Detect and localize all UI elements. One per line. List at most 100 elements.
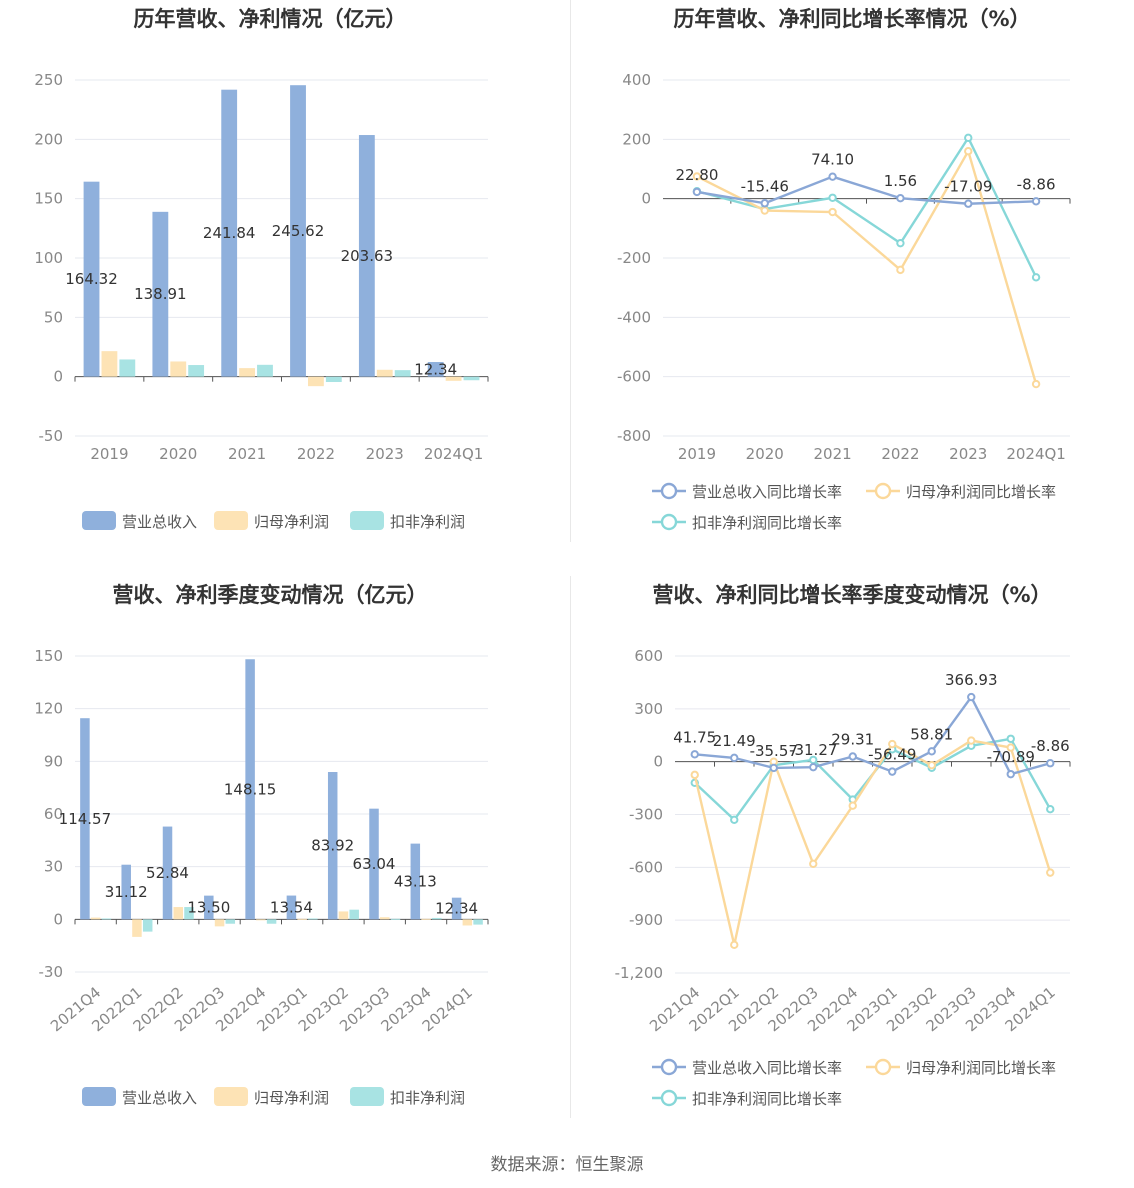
x-tick-label: 2021 <box>228 445 266 463</box>
line-data-label: -31.27 <box>789 741 837 759</box>
legend-item: 营业总收入 <box>82 1087 197 1107</box>
bar-扣非净利润-2024Q1 <box>463 376 480 381</box>
bar-扣非净利润-2023Q1 <box>308 918 318 920</box>
y-tick-label: 600 <box>634 647 663 665</box>
bar-归母净利润-2024Q1 <box>445 376 462 381</box>
point-营业总收入同比增长率-2020 <box>760 199 769 208</box>
point-归母净利润同比增长率-2023Q4 <box>1006 743 1015 752</box>
x-tick-label: 2022 <box>881 445 919 463</box>
line-data-label: 1.56 <box>884 172 917 190</box>
point-营业总收入同比增长率-2021Q4 <box>690 750 699 759</box>
y-tick-label: 90 <box>44 752 63 770</box>
annual-revenue-profit-chart: 历年营收、净利情况（亿元） -50 0 50 100 150 200 250 2019 2020 2… <box>0 0 570 560</box>
bar-营业总收入-2023Q3 <box>369 808 379 920</box>
bar-data-label: 114.57 <box>59 810 112 828</box>
y-tick-label: -50 <box>39 427 64 445</box>
point-扣非净利润同比增长率-2024Q1 <box>1046 805 1055 814</box>
point-营业总收入同比增长率-2023Q3 <box>967 692 976 702</box>
bar-扣非净利润-2022Q1 <box>142 919 153 932</box>
legend-marker <box>874 1058 892 1076</box>
chart-title: 营收、净利同比增长率季度变动情况（%） <box>652 583 1051 607</box>
legend-marker <box>660 513 678 531</box>
y-tick-label: -300 <box>629 806 663 824</box>
chart-svg: 营收、净利季度变动情况（亿元）-3003060901201502021Q4202… <box>34 583 489 1107</box>
line-data-label: -17.09 <box>944 178 992 196</box>
chart-title: 营收、净利季度变动情况（亿元） <box>113 583 428 607</box>
bar-data-label: 13.54 <box>270 898 313 916</box>
y-tick-label: 0 <box>653 753 663 771</box>
bar-营业总收入-2024Q1 <box>427 362 444 377</box>
x-tick-label: 2019 <box>90 445 128 463</box>
point-营业总收入同比增长率-2023Q1 <box>888 767 897 776</box>
bar-归母净利润-2024Q1 <box>462 919 473 926</box>
y-tick-label: 60 <box>44 805 63 823</box>
line-data-label: 366.93 <box>945 671 998 689</box>
bar-扣非净利润-2022 <box>325 376 342 383</box>
legend-label: 营业总收入 <box>122 513 197 531</box>
bar-扣非净利润-2022Q4 <box>266 919 277 924</box>
y-tick-label: -1,200 <box>615 964 663 982</box>
bar-归母净利润-2023Q2 <box>338 911 349 920</box>
bar-归母净利润-2023Q1 <box>297 918 307 920</box>
y-tick-label: 120 <box>34 700 63 718</box>
point-归母净利润同比增长率-2023 <box>964 147 973 156</box>
legend-label: 扣非净利润 <box>390 513 465 531</box>
bar-归母净利润-2022 <box>308 376 324 387</box>
y-tick-label: -800 <box>617 427 651 445</box>
point-营业总收入同比增长率-2022Q4 <box>848 752 857 761</box>
bar-data-label: 13.50 <box>187 898 230 916</box>
line-data-label: -15.46 <box>741 177 789 195</box>
chart-svg: 历年营收、净利同比增长率情况（%） -800 -600 -400 -200 0 200 400… <box>617 7 1071 532</box>
y-tick-label: 0 <box>53 910 63 928</box>
legend-label: 营业总收入同比增长率 <box>692 1059 842 1077</box>
point-扣非净利润同比增长率-2023Q4 <box>1006 734 1015 743</box>
chart-title: 历年营收、净利同比增长率情况（%） <box>673 7 1030 31</box>
y-tick-label: -600 <box>629 858 663 876</box>
y-tick-label: 200 <box>622 130 651 148</box>
line-data-label: -8.86 <box>1017 175 1056 193</box>
bar-data-label: 12.34 <box>414 360 457 378</box>
bar-营业总收入-2022Q1 <box>121 864 131 920</box>
bar-归母净利润-2023Q3 <box>380 917 390 920</box>
x-tick-label: 2023 <box>366 445 404 463</box>
bar-扣非净利润-2023Q4 <box>432 917 442 920</box>
quarterly-revenue-profit-chart: 营收、净利季度变动情况（亿元） -30 0 30 60 90 120 150 2021Q4 202… <box>0 576 570 1121</box>
panel-divider-bottom <box>570 576 571 1118</box>
bar-data-label: 148.15 <box>224 780 277 798</box>
y-tick-label: -200 <box>617 249 651 267</box>
point-营业总收入同比增长率-2023Q4 <box>1006 769 1015 779</box>
y-tick-label: 200 <box>34 130 63 148</box>
y-tick-label: -30 <box>39 963 64 981</box>
x-tick-label: 2020 <box>159 445 197 463</box>
legend-label: 归母净利润 <box>254 1089 329 1107</box>
bar-data-label: 138.91 <box>134 285 187 303</box>
point-归母净利润同比增长率-2024Q1 <box>1031 379 1041 389</box>
y-tick-label: -400 <box>617 308 651 326</box>
line-data-label: -70.89 <box>987 748 1035 766</box>
point-营业总收入同比增长率-2019 <box>692 187 702 197</box>
bar-data-label: 164.32 <box>65 270 118 288</box>
y-tick-label: 30 <box>44 858 63 876</box>
legend-label: 扣非净利润同比增长率 <box>692 514 842 532</box>
line-归母净利润同比增长率 <box>696 148 1038 385</box>
legend-item: 扣非净利润 <box>350 1087 465 1107</box>
bar-营业总收入-2019 <box>83 181 100 377</box>
point-营业总收入同比增长率-2023Q2 <box>927 747 936 756</box>
bar-扣非净利润-2020 <box>188 365 205 377</box>
legend-item: 营业总收入同比增长率 <box>652 1058 842 1077</box>
point-归母净利润同比增长率-2021Q4 <box>690 770 699 780</box>
y-tick-label: 100 <box>34 249 63 267</box>
bar-营业总收入-2022Q4 <box>245 659 255 920</box>
line-营业总收入同比增长率 <box>696 175 1037 205</box>
point-归母净利润同比增长率-2019 <box>692 172 702 181</box>
bar-营业总收入-2023Q2 <box>327 772 338 920</box>
bar-营业总收入-2022Q3 <box>204 895 214 920</box>
bar-营业总收入-2020 <box>152 211 169 377</box>
line-data-label: 41.75 <box>673 728 716 746</box>
bar-营业总收入-2023Q4 <box>410 843 421 920</box>
point-归母净利润同比增长率-2022Q3 <box>809 859 818 869</box>
quarterly-growth-rate-chart: 营收、净利同比增长率季度变动情况（%） -1,200 -900 -600 -300 0 30… <box>570 576 1134 1121</box>
point-扣非净利润同比增长率-2022 <box>896 238 905 248</box>
y-tick-label: -600 <box>617 368 651 386</box>
bar-归母净利润-2022Q2 <box>173 907 183 920</box>
